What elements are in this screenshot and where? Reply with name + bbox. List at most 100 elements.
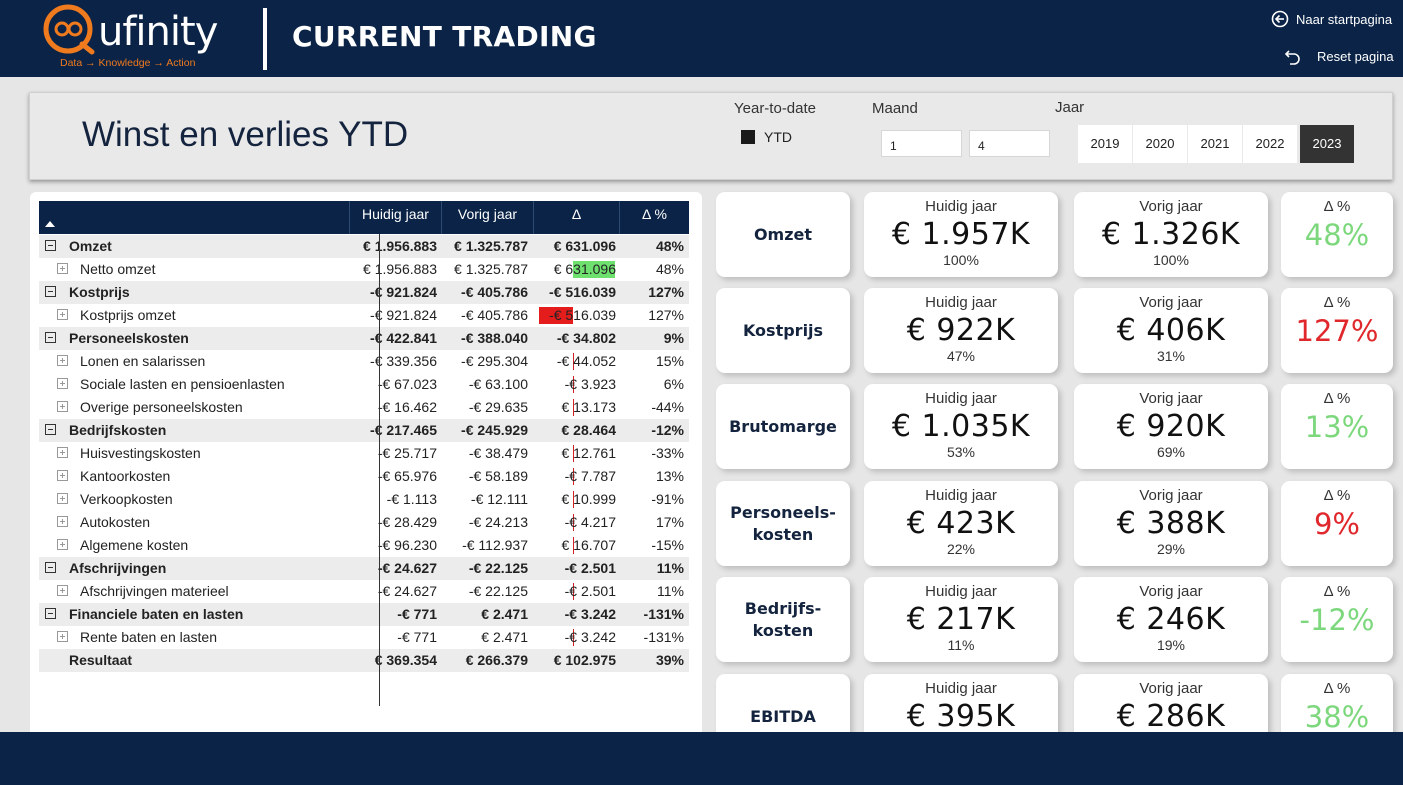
- kpi-delta-omzet[interactable]: Δ % 48%: [1281, 192, 1393, 277]
- kpi-value-label: Vorig jaar: [1139, 294, 1203, 311]
- kpi-current-omzet[interactable]: Huidig jaar € 1.957K 100%: [864, 192, 1058, 277]
- matrix-group-row[interactable]: Afschrijvingen -€ 24.627 -€ 22.125 -€ 2.501…: [39, 557, 689, 580]
- matrix-group-row[interactable]: Omzet € 1.956.883 € 1.325.787 € 631.096 48%: [39, 235, 689, 258]
- ytd-option-label: YTD: [764, 129, 792, 145]
- kpi-value: € 246K: [1116, 602, 1226, 637]
- year-button-2022[interactable]: 2022: [1243, 125, 1297, 163]
- matrix-detail-row[interactable]: Kostprijs omzet -€ 921.824 -€ 405.786 -€ 51…: [39, 304, 689, 327]
- year-button-2021[interactable]: 2021: [1188, 125, 1242, 163]
- kpi-delta-bedrijfskosten[interactable]: Δ % -12%: [1281, 577, 1393, 662]
- matrix-detail-row[interactable]: Autokosten -€ 28.429 -€ 24.213 -€ 4.217 17%: [39, 511, 689, 534]
- matrix-group-row[interactable]: Personeelskosten -€ 422.841 -€ 388.040 -€ 3…: [39, 327, 689, 350]
- matrix-detail-row[interactable]: Lonen en salarissen -€ 339.356 -€ 295.304 -…: [39, 350, 689, 373]
- matrix-group-row[interactable]: Kostprijs -€ 921.824 -€ 405.786 -€ 516.039 1…: [39, 281, 689, 304]
- expand-plus-icon[interactable]: [57, 516, 68, 527]
- year-button-2019[interactable]: 2019: [1078, 125, 1132, 163]
- cell-delta: € 102.975: [553, 652, 616, 668]
- cell-delta: € 12.761: [561, 445, 617, 461]
- expand-plus-icon[interactable]: [57, 631, 68, 642]
- expand-plus-icon[interactable]: [57, 447, 68, 458]
- kpi-previous-kostprijs[interactable]: Vorig jaar € 406K 31%: [1074, 288, 1268, 373]
- expand-plus-icon[interactable]: [57, 309, 68, 320]
- sort-ascending-icon[interactable]: [45, 221, 55, 227]
- kpi-current-personeelskosten[interactable]: Huidig jaar € 423K 22%: [864, 481, 1058, 566]
- col-header-previous[interactable]: Vorig jaar: [441, 201, 533, 234]
- kpi-previous-omzet[interactable]: Vorig jaar € 1.326K 100%: [1074, 192, 1268, 277]
- matrix-detail-row[interactable]: Kantoorkosten -€ 65.976 -€ 58.189 -€ 7.787 1…: [39, 465, 689, 488]
- kpi-current-brutomarge[interactable]: Huidig jaar € 1.035K 53%: [864, 384, 1058, 469]
- kpi-delta-brutomarge[interactable]: Δ % 13%: [1281, 384, 1393, 469]
- expand-plus-icon[interactable]: [57, 470, 68, 481]
- kpi-current-bedrijfskosten[interactable]: Huidig jaar € 217K 11%: [864, 577, 1058, 662]
- delta-bar: [573, 353, 574, 370]
- cell-delta: -€ 2.501: [564, 560, 616, 576]
- cell-delta: -€ 44.052: [556, 353, 616, 369]
- cell-delta: -€ 3.242: [564, 629, 616, 645]
- collapse-minus-icon[interactable]: [45, 286, 56, 297]
- year-button-2023[interactable]: 2023: [1300, 125, 1354, 163]
- matrix-detail-row[interactable]: Overige personeelskosten -€ 16.462 -€ 29.6…: [39, 396, 689, 419]
- kpi-previous-personeelskosten[interactable]: Vorig jaar € 388K 29%: [1074, 481, 1268, 566]
- kpi-current-kostprijs[interactable]: Huidig jaar € 922K 47%: [864, 288, 1058, 373]
- collapse-minus-icon[interactable]: [45, 608, 56, 619]
- cell-prev: -€ 12.111: [470, 491, 528, 507]
- expand-plus-icon[interactable]: [57, 493, 68, 504]
- expand-plus-icon[interactable]: [57, 378, 68, 389]
- row-label: Lonen en salarissen: [80, 353, 206, 369]
- cell-delta: -€ 516.039: [549, 284, 616, 300]
- collapse-minus-icon[interactable]: [45, 240, 56, 251]
- month-to-input[interactable]: 4: [969, 130, 1050, 157]
- matrix-group-row[interactable]: Financiele baten en lasten -€ 771 € 2.471 -…: [39, 603, 689, 626]
- matrix-detail-row[interactable]: Algemene kosten -€ 96.230 -€ 112.937 € 16.7…: [39, 534, 689, 557]
- cell-cur: -€ 67.023: [377, 376, 437, 392]
- kpi-delta-kostprijs[interactable]: Δ % 127%: [1281, 288, 1393, 373]
- month-from-input[interactable]: 1: [881, 130, 962, 157]
- collapse-minus-icon[interactable]: [45, 332, 56, 343]
- expand-plus-icon[interactable]: [57, 539, 68, 550]
- expand-plus-icon[interactable]: [57, 355, 68, 366]
- matrix-detail-row[interactable]: Sociale lasten en pensioenlasten -€ 67.02…: [39, 373, 689, 396]
- kpi-name-brutomarge[interactable]: Brutomarge: [716, 384, 850, 469]
- matrix-group-row[interactable]: Bedrijfskosten -€ 217.465 -€ 245.929 € 28.4…: [39, 419, 689, 442]
- cell-prev: -€ 63.100: [468, 376, 528, 392]
- col-header-current[interactable]: Huidig jaar: [349, 201, 441, 234]
- kpi-name-bedrijfskosten[interactable]: Bedrijfs- kosten: [716, 577, 850, 662]
- cell-pct: -33%: [651, 445, 684, 461]
- kpi-delta-personeelskosten[interactable]: Δ % 9%: [1281, 481, 1393, 566]
- kpi-previous-brutomarge[interactable]: Vorig jaar € 920K 69%: [1074, 384, 1268, 469]
- cell-cur: -€ 771: [397, 629, 437, 645]
- matrix-detail-row[interactable]: Huisvestingskosten -€ 25.717 -€ 38.479 € 12…: [39, 442, 689, 465]
- logo-tagline: Data → Knowledge → Action: [60, 57, 196, 69]
- expand-plus-icon[interactable]: [57, 585, 68, 596]
- kpi-name-personeelskosten[interactable]: Personeels- kosten: [716, 481, 850, 566]
- matrix-detail-row[interactable]: Netto omzet € 1.956.883 € 1.325.787 € 631.0…: [39, 258, 689, 281]
- collapse-minus-icon[interactable]: [45, 562, 56, 573]
- kpi-name-kostprijs[interactable]: Kostprijs: [716, 288, 850, 373]
- year-filter-label: Jaar: [1055, 99, 1085, 116]
- cell-delta: -€ 3.923: [564, 376, 616, 392]
- kpi-delta-label: Δ %: [1323, 198, 1351, 215]
- cell-cur: € 1.956.883: [363, 238, 437, 254]
- matrix-detail-row[interactable]: Afschrijvingen materieel -€ 24.627 -€ 22.1…: [39, 580, 689, 603]
- collapse-minus-icon[interactable]: [45, 424, 56, 435]
- matrix-total-row[interactable]: Resultaat € 369.354 € 266.379 € 102.975 39%: [39, 649, 689, 672]
- expand-plus-icon[interactable]: [57, 401, 68, 412]
- page-heading: CURRENT TRADING: [292, 20, 597, 53]
- kpi-value-share: 47%: [946, 348, 976, 364]
- kpi-name-omzet[interactable]: Omzet: [716, 192, 850, 277]
- ytd-checkbox[interactable]: YTD: [741, 129, 792, 145]
- filter-panel: Winst en verlies YTD Year-to-date YTD Ma…: [29, 92, 1393, 180]
- back-to-start-link[interactable]: Naar startpagina: [1271, 10, 1392, 28]
- cell-delta: -€ 4.217: [564, 514, 616, 530]
- col-header-delta-pct[interactable]: Δ %: [619, 201, 689, 234]
- delta-bar: [573, 399, 574, 416]
- col-header-delta[interactable]: Δ: [533, 201, 619, 234]
- reset-page-link[interactable]: Reset pagina: [1284, 47, 1394, 65]
- undo-icon: [1284, 50, 1300, 65]
- kpi-previous-bedrijfskosten[interactable]: Vorig jaar € 246K 19%: [1074, 577, 1268, 662]
- year-button-2020[interactable]: 2020: [1133, 125, 1187, 163]
- matrix-detail-row[interactable]: Rente baten en lasten -€ 771 € 2.471 -€ 3.2…: [39, 626, 689, 649]
- matrix-detail-row[interactable]: Verkoopkosten -€ 1.113 -€ 12.111 € 10.999 -9…: [39, 488, 689, 511]
- qufinity-logo[interactable]: ufinity Data → Knowledge → Action: [42, 4, 218, 72]
- expand-plus-icon[interactable]: [57, 263, 68, 274]
